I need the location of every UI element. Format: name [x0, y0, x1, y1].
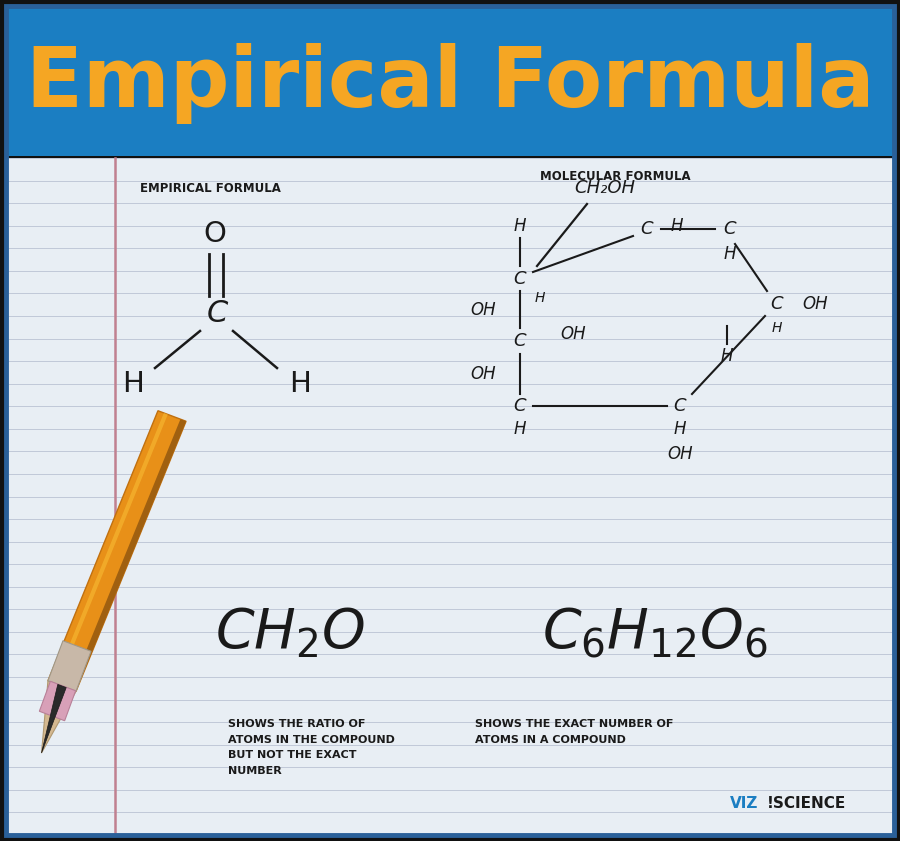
Text: H: H: [514, 217, 526, 235]
Text: O: O: [203, 220, 227, 248]
Text: H: H: [514, 420, 526, 438]
Text: H: H: [724, 245, 736, 263]
Text: SHOWS THE EXACT NUMBER OF
ATOMS IN A COMPOUND: SHOWS THE EXACT NUMBER OF ATOMS IN A COM…: [475, 719, 673, 744]
Text: C: C: [724, 220, 736, 238]
Text: C: C: [514, 270, 526, 288]
Text: Empirical Formula: Empirical Formula: [26, 43, 874, 124]
Text: C: C: [206, 299, 228, 329]
Polygon shape: [70, 419, 186, 691]
Text: VIZ: VIZ: [730, 796, 759, 811]
FancyBboxPatch shape: [6, 6, 894, 156]
Polygon shape: [54, 413, 167, 685]
Polygon shape: [41, 680, 76, 753]
Text: H: H: [535, 291, 545, 305]
Text: C: C: [770, 295, 783, 313]
Text: C: C: [641, 220, 653, 238]
Text: OH: OH: [560, 325, 586, 343]
Polygon shape: [48, 641, 91, 691]
Polygon shape: [40, 681, 76, 721]
Text: H: H: [289, 370, 310, 398]
Text: !SCIENCE: !SCIENCE: [767, 796, 846, 811]
Text: CH₂OH: CH₂OH: [574, 179, 635, 197]
Text: H: H: [721, 347, 734, 365]
Text: $\it{CH_2O}$: $\it{CH_2O}$: [215, 606, 365, 660]
Text: OH: OH: [470, 365, 496, 383]
Text: OH: OH: [802, 295, 828, 313]
Text: MOLECULAR FORMULA: MOLECULAR FORMULA: [540, 170, 690, 182]
Text: C: C: [514, 397, 526, 415]
Text: $\it{C_6H_{12}O_6}$: $\it{C_6H_{12}O_6}$: [542, 606, 768, 660]
Text: C: C: [674, 397, 687, 415]
Text: OH: OH: [667, 445, 693, 463]
Text: OH: OH: [470, 301, 496, 319]
Text: H: H: [122, 370, 144, 398]
Text: SHOWS THE RATIO OF
ATOMS IN THE COMPOUND
BUT NOT THE EXACT
NUMBER: SHOWS THE RATIO OF ATOMS IN THE COMPOUND…: [228, 719, 395, 775]
Text: H: H: [772, 321, 782, 335]
Polygon shape: [48, 410, 186, 691]
Polygon shape: [41, 685, 67, 753]
FancyBboxPatch shape: [6, 158, 894, 835]
Text: H: H: [670, 217, 683, 235]
Text: C: C: [514, 332, 526, 350]
Text: H: H: [674, 420, 686, 438]
Text: EMPIRICAL FORMULA: EMPIRICAL FORMULA: [140, 182, 281, 195]
